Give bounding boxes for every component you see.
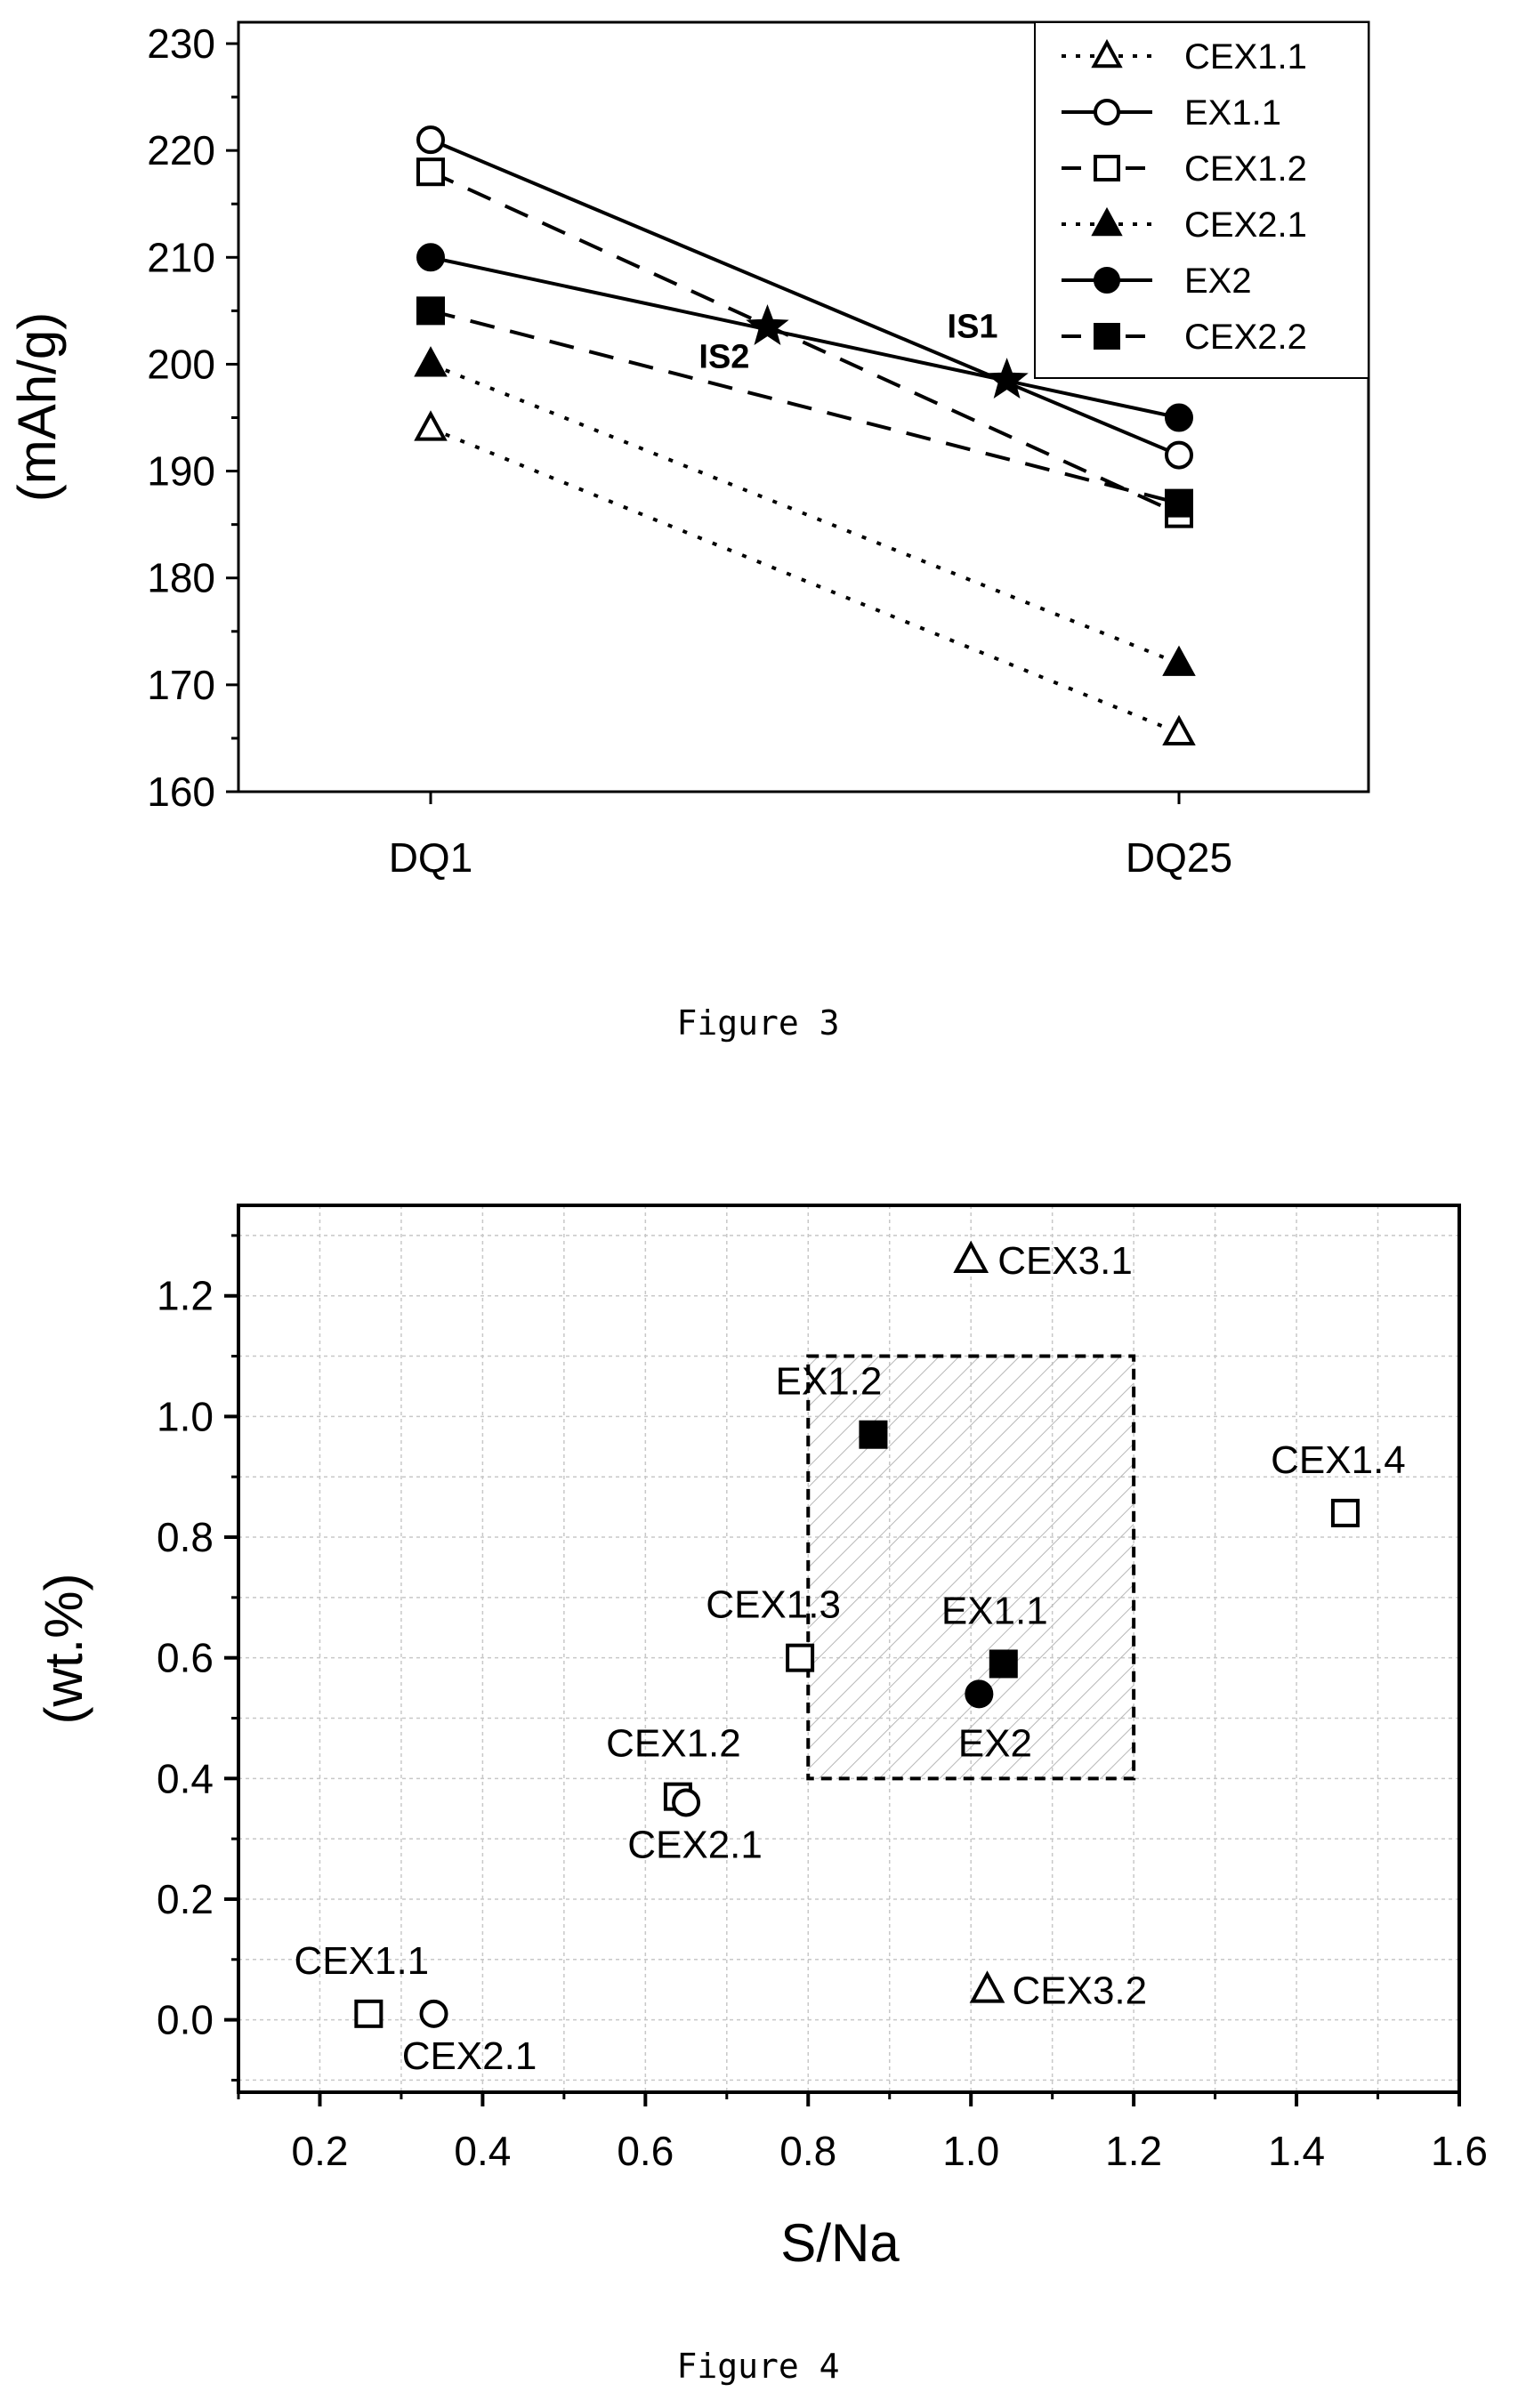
y-tick-label: 0.4 — [157, 1755, 214, 1801]
x-tick-label: 0.6 — [617, 2128, 674, 2174]
x-tick-label: DQ1 — [389, 834, 473, 881]
data-point-ex1-2 — [859, 1420, 888, 1449]
legend-label: CEX2.2 — [1184, 318, 1307, 357]
intersection-label-is1: IS1 — [948, 308, 998, 345]
data-point-cex1-1 — [414, 410, 448, 441]
series-line-ex1-1 — [430, 138, 1180, 457]
data-point-cex2-2 — [1165, 488, 1193, 518]
data-point-ex1-1 — [416, 125, 445, 155]
data-label-cex3-1: CEX3.1 — [997, 1239, 1133, 1283]
data-point-cex2-1 — [414, 346, 448, 377]
legend-marker — [1094, 267, 1120, 294]
figure-4-caption: Figure 4 — [676, 2347, 840, 2386]
data-point-cex1-2 — [416, 157, 445, 187]
y-tick-label: 0.6 — [157, 1635, 214, 1681]
data-point-cex3-1 — [953, 1240, 989, 1273]
legend-label: EX2 — [1184, 262, 1252, 301]
x-axis-title: S/Na — [780, 2213, 900, 2273]
plot-frame — [237, 20, 1370, 793]
y-tick-label: 230 — [147, 20, 215, 67]
data-point-cex1-1 — [354, 1999, 384, 2028]
y-tick-label: 1.2 — [157, 1273, 214, 1319]
legend-marker — [1091, 38, 1123, 68]
x-tick-label: 1.2 — [1105, 2128, 1162, 2174]
legend-label: CEX1.1 — [1184, 37, 1307, 77]
y-tick-label: 170 — [147, 662, 215, 708]
intersection-star-is1 — [985, 358, 1029, 399]
legend-marker — [1094, 323, 1120, 350]
series-line-cex2-2 — [430, 309, 1180, 505]
y-tick-label: 160 — [147, 769, 215, 815]
y-axis-title: (wt.%) — [34, 1574, 93, 1725]
data-point-ex2 — [965, 1679, 994, 1709]
series-line-ex2 — [430, 255, 1180, 420]
data-point-cex3-2 — [969, 1970, 1005, 2003]
intersection-label-is2: IS2 — [698, 338, 749, 375]
legend-box — [1034, 21, 1369, 379]
data-label-cex1-3: CEX1.3 — [706, 1583, 841, 1627]
y-tick-label: 210 — [147, 234, 215, 280]
data-point-ex1-1 — [1165, 440, 1193, 470]
data-label-cex2-1: CEX2.1 — [627, 1823, 763, 1866]
legend-marker — [1091, 206, 1123, 237]
data-label-ex1-2: EX1.2 — [776, 1360, 883, 1404]
data-point-cex2-2 — [416, 296, 445, 326]
y-tick-label: 220 — [147, 127, 215, 173]
y-tick-label: 180 — [147, 555, 215, 601]
highlight-region — [806, 1354, 1136, 1781]
legend-label: EX1.1 — [1184, 93, 1281, 133]
series-line-cex1-2 — [430, 170, 1180, 516]
y-tick-label: 190 — [147, 448, 215, 495]
figure-3-caption: Figure 3 — [676, 1003, 840, 1043]
data-label-ex2: EX2 — [958, 1721, 1032, 1765]
legend-label: CEX1.2 — [1184, 149, 1307, 189]
data-point-cex1-3 — [786, 1643, 815, 1672]
x-tick-label: 1.6 — [1431, 2128, 1488, 2174]
legend-label: CEX2.1 — [1184, 205, 1307, 245]
legend-marker — [1094, 99, 1120, 125]
data-point-cex2-1 — [419, 1999, 448, 2028]
data-label-cex1-2: CEX1.2 — [606, 1722, 741, 1766]
x-tick-label: 0.2 — [291, 2128, 348, 2174]
data-point-cex2-1 — [672, 1788, 701, 1817]
legend-marker — [1094, 155, 1120, 181]
y-tick-label: 1.0 — [157, 1393, 214, 1439]
plot-frame — [237, 1204, 1461, 2094]
data-point-cex1-1 — [1162, 714, 1196, 745]
x-tick-label: DQ25 — [1126, 834, 1232, 881]
y-tick-label: 200 — [147, 341, 215, 387]
data-point-cex1-2 — [663, 1782, 692, 1811]
y-tick-label: 0.2 — [157, 1876, 214, 1922]
data-point-cex2-1 — [1162, 645, 1196, 676]
y-tick-label: 0.8 — [157, 1514, 214, 1560]
data-point-ex1-1 — [989, 1649, 1018, 1679]
x-tick-label: 1.4 — [1268, 2128, 1325, 2174]
x-tick-label: 0.4 — [454, 2128, 511, 2174]
data-label-cex1-4: CEX1.4 — [1271, 1438, 1406, 1482]
series-line-cex2-1 — [430, 362, 1180, 665]
intersection-star-is2 — [746, 303, 789, 345]
y-axis-title: (mAh/g) — [7, 312, 67, 502]
data-label-ex1-1: EX1.1 — [941, 1589, 1048, 1632]
x-tick-label: 1.0 — [942, 2128, 999, 2174]
data-point-ex2 — [1165, 403, 1193, 432]
y-tick-label: 0.0 — [157, 1997, 214, 2043]
data-label-cex2-1: CEX2.1 — [402, 2034, 537, 2078]
data-label-cex1-1: CEX1.1 — [295, 1939, 430, 1983]
x-tick-label: 0.8 — [779, 2128, 836, 2174]
data-label-cex3-2: CEX3.2 — [1012, 1969, 1147, 2013]
series-line-cex1-1 — [430, 426, 1180, 735]
data-point-cex1-4 — [1330, 1498, 1360, 1527]
data-point-ex2 — [416, 243, 445, 272]
figure-3-chart: 160 170 180 190 200 210 220 230 DQ1 DQ25 (mAh/g) IS… — [7, 20, 1370, 881]
